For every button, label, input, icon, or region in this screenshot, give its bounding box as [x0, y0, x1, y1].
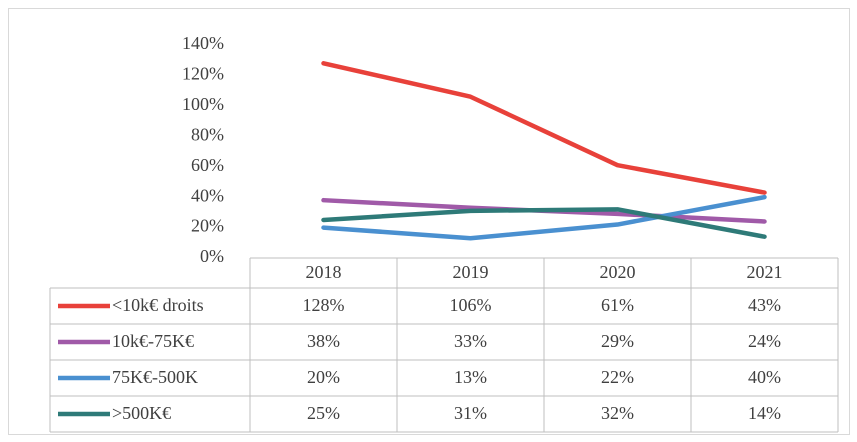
legend-label: 10k€-75K€ [112, 331, 194, 351]
y-tick-label: 100% [182, 94, 224, 114]
table-value: 31% [454, 403, 487, 423]
x-tick-label: 2021 [747, 262, 783, 282]
y-tick-label: 20% [191, 216, 224, 236]
x-tick-label: 2018 [306, 262, 342, 282]
legend-label: <10k€ droits [112, 295, 204, 315]
table-value: 14% [748, 403, 781, 423]
legend-label: >500K€ [112, 403, 171, 423]
table-value: 25% [307, 403, 340, 423]
table-value: 128% [303, 295, 345, 315]
series-line [321, 61, 767, 195]
table-value: 61% [601, 295, 634, 315]
table-value: 29% [601, 331, 634, 351]
chart-border [8, 8, 850, 435]
y-tick-label: 140% [182, 33, 224, 53]
table-value: 40% [748, 367, 781, 387]
table-value: 43% [748, 295, 781, 315]
series-line [321, 207, 767, 239]
x-tick-label: 2019 [453, 262, 489, 282]
series-line [321, 194, 767, 241]
table-value: 24% [748, 331, 781, 351]
table-value: 38% [307, 331, 340, 351]
y-tick-label: 60% [191, 155, 224, 175]
table-value: 106% [450, 295, 492, 315]
y-tick-label: 40% [191, 185, 224, 205]
table-value: 32% [601, 403, 634, 423]
y-tick-label: 120% [182, 64, 224, 84]
y-tick-label: 80% [191, 124, 224, 144]
x-tick-label: 2020 [600, 262, 636, 282]
table-value: 22% [601, 367, 634, 387]
table-value: 20% [307, 367, 340, 387]
table-value: 33% [454, 331, 487, 351]
y-tick-label: 0% [200, 246, 224, 266]
table-value: 13% [454, 367, 487, 387]
legend-label: 75K€-500K [112, 367, 198, 387]
